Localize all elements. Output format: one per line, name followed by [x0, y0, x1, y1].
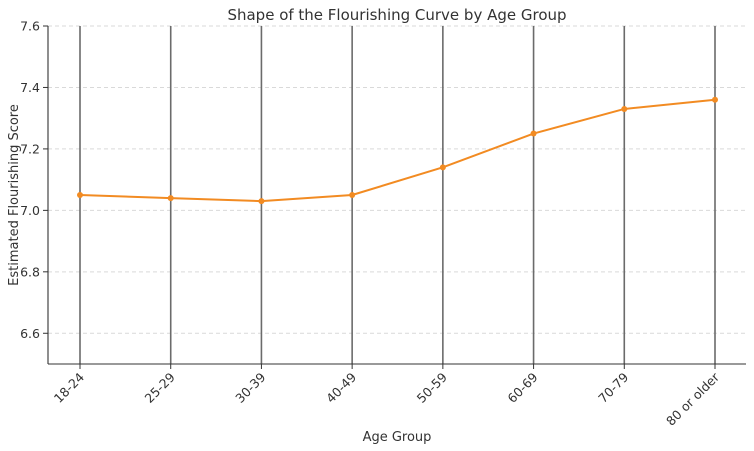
y-tick-label: 7.4 — [20, 80, 40, 95]
x-tick-label: 18-24 — [51, 369, 87, 405]
grid-layer — [48, 25, 746, 334]
x-tick-label: 70-79 — [595, 369, 631, 405]
y-tick-label: 6.6 — [20, 326, 40, 341]
x-axis-label: Age Group — [363, 430, 432, 445]
data-point — [621, 105, 628, 112]
data-point — [439, 164, 446, 171]
y-tick-label: 6.8 — [20, 264, 40, 279]
series-layer — [77, 96, 718, 205]
y-tick-label: 7.2 — [20, 141, 40, 156]
x-tick-label: 25-29 — [142, 369, 178, 405]
chart-title: Shape of the Flourishing Curve by Age Gr… — [227, 6, 566, 24]
data-point — [712, 96, 718, 103]
data-point — [349, 192, 356, 198]
series-line — [79, 98, 716, 203]
axes: 6.6 6.8 7.0 7.2 7.4 7.6 18-24 25-29 30-39 40-49 50… — [20, 19, 746, 429]
y-tick-label: 7.0 — [20, 203, 40, 218]
data-point — [167, 195, 174, 202]
data-point — [530, 130, 537, 137]
labels: Shape of the Flourishing Curve by Age Gr… — [7, 6, 567, 445]
data-point — [77, 192, 83, 198]
category-vertical-lines — [79, 26, 716, 364]
x-tick-label: 60-69 — [504, 369, 540, 405]
x-tick-label: 40-49 — [323, 369, 359, 405]
y-tick-label: 7.6 — [20, 19, 40, 34]
x-tick-label: 80 or older — [663, 369, 723, 429]
x-tick-label: 50-59 — [414, 369, 450, 405]
y-axis-label: Estimated Flourishing Score — [7, 104, 22, 286]
x-tick-label: 30-39 — [232, 369, 268, 405]
data-point — [258, 198, 265, 205]
